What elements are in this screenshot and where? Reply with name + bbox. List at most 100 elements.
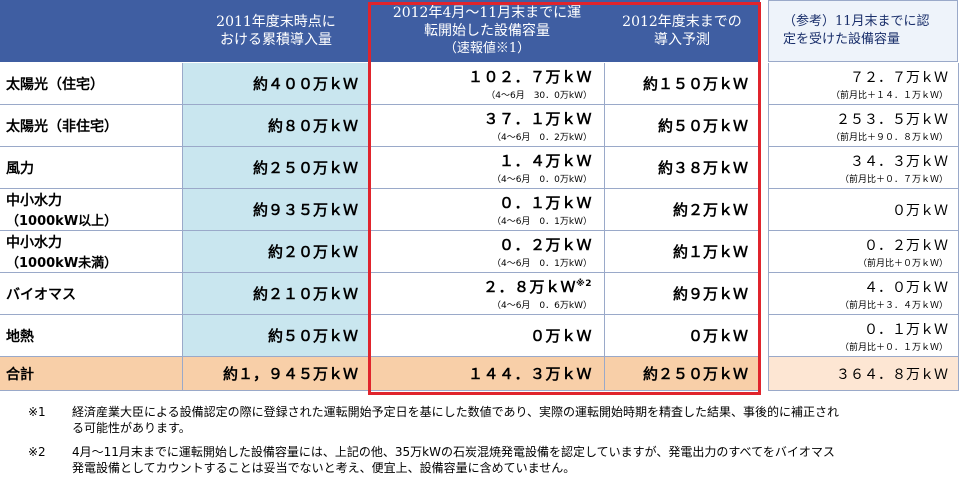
forecast-cell: 約９万ｋＷ [604, 273, 760, 315]
operating-value-text: ３７．１万ｋＷ [483, 110, 592, 128]
operating-value: ０．１万ｋＷ [499, 192, 592, 213]
operating-detail: （4～6月 30．0万kW） [486, 91, 592, 101]
operating-cell: １０２．７万ｋＷ （4～6月 30．0万kW） [370, 63, 604, 105]
certified-cell: ３４．３万ｋＷ （前月比＋０．７万ｋＷ） [768, 147, 958, 189]
column-divider [958, 63, 959, 391]
cumulative-cell: 約２１０万ｋＷ [182, 273, 370, 315]
certified-value: ３４．３万ｋＷ [850, 153, 948, 170]
row-label-text: 中小水力 [6, 193, 62, 209]
header-forecast: 2012年度末までの 導入予測 [604, 0, 760, 62]
row-label: 中小水力 （1000kW以上） [0, 189, 182, 231]
total-label-cell: 合計 [0, 357, 182, 391]
total-label: 合計 [6, 366, 34, 383]
forecast-cell: 約５０万ｋＷ [604, 105, 760, 147]
row-label: 地熱 [0, 315, 182, 357]
cumulative-value: 約９３５万ｋＷ [252, 201, 358, 219]
operating-value: ０万ｋＷ [530, 325, 592, 346]
total-operating: １４４．３万ｋＷ [467, 365, 592, 383]
forecast-cell: 約３８万ｋＷ [604, 147, 760, 189]
cumulative-value: 約２０万ｋＷ [267, 243, 358, 261]
cumulative-cell: 約９３５万ｋＷ [182, 189, 370, 231]
operating-value-text: １．４万ｋＷ [498, 152, 592, 170]
forecast-value: 約１万ｋＷ [672, 243, 748, 261]
certified-value: ２５３．５万ｋＷ [836, 111, 948, 128]
total-cumulative-cell: 約１，９４５万ｋＷ [182, 357, 370, 391]
certified-value: ０．１万ｋＷ [864, 321, 948, 338]
forecast-cell: 約２万ｋＷ [604, 189, 760, 231]
certified-cell: ０．２万ｋＷ （前月比＋０万ｋＷ） [768, 231, 958, 273]
forecast-value: 約３８万ｋＷ [657, 159, 748, 177]
cumulative-value: 約５０万ｋＷ [267, 327, 358, 345]
certified-detail: （前月比＋９０．８万ｋＷ） [830, 132, 948, 143]
operating-detail: （4～6月 0．0万kW） [491, 175, 592, 185]
row-label-text: 地熱 [6, 328, 34, 345]
forecast-value: 約２万ｋＷ [672, 201, 748, 219]
footnote-2-line1: 4月～11月末までに運転開始した設備容量には、上記の他、35万kWの石炭混焼発電… [72, 445, 835, 459]
certified-cell: ０．１万ｋＷ （前月比＋０．１万ｋＷ） [768, 315, 958, 357]
operating-value-text: １０２．７万ｋＷ [467, 68, 592, 86]
cumulative-cell: 約５０万ｋＷ [182, 315, 370, 357]
column-divider [768, 63, 769, 391]
certified-cell: ４．０万ｋＷ （前月比＋３．４万ｋＷ） [768, 273, 958, 315]
footnote-1-line1: 経済産業大臣による設備認定の際に登録された運転開始予定日を基にした数値であり、実… [72, 405, 840, 419]
row-label: 中小水力 （1000kW未満） [0, 231, 182, 273]
forecast-value: ０万ｋＷ [687, 327, 748, 345]
column-divider [604, 63, 605, 391]
header-cumulative-line1: 2011年度末時点に [216, 14, 336, 30]
total-certified: ３６４．８万ｋＷ [836, 366, 948, 383]
operating-cell: ０万ｋＷ [370, 315, 604, 357]
total-forecast-cell: 約２５０万ｋＷ [604, 357, 760, 391]
row-label-text: 風力 [6, 160, 34, 177]
certified-detail: （前月比＋０．７万ｋＷ） [839, 174, 948, 185]
certified-detail: （前月比＋０万ｋＷ） [857, 258, 948, 269]
operating-footnote-mark: ※2 [575, 279, 592, 289]
column-divider [760, 63, 761, 391]
operating-cell: ２．８万ｋＷ※2 （4～6月 0．6万kW） [370, 273, 604, 315]
header-reference: （参考）11月末までに認 定を受けた設備容量 [768, 0, 958, 62]
header-operating-line1: 2012年4月～11月末までに運 [392, 5, 582, 21]
total-operating-cell: １４４．３万ｋＷ [370, 357, 604, 391]
header-operating-line3: （速報値※1） [443, 41, 531, 56]
cumulative-cell: 約８０万ｋＷ [182, 105, 370, 147]
header-forecast-line2: 導入予測 [654, 32, 710, 48]
certified-cell: ７２．７万ｋＷ （前月比＋１４．１万ｋＷ） [768, 63, 958, 105]
operating-detail: （4～6月 0．1万kW） [491, 217, 592, 227]
cumulative-value: 約８０万ｋＷ [267, 117, 358, 135]
header-blank [0, 0, 182, 62]
forecast-cell: ０万ｋＷ [604, 315, 760, 357]
cumulative-value: 約４００万ｋＷ [252, 75, 358, 93]
header-reference-line2: 定を受けた設備容量 [783, 32, 901, 47]
operating-value: ３７．１万ｋＷ [483, 108, 592, 129]
cumulative-cell: 約４００万ｋＷ [182, 63, 370, 105]
operating-detail: （4～6月 0．2万kW） [491, 133, 592, 143]
certified-value: ４．０万ｋＷ [864, 279, 948, 296]
total-cumulative: 約１，９４５万ｋＷ [222, 365, 358, 383]
operating-value: １０２．７万ｋＷ [468, 66, 592, 87]
total-certified-cell: ３６４．８万ｋＷ [768, 357, 958, 391]
certified-detail: （前月比＋１４．１万ｋＷ） [830, 90, 948, 101]
operating-value: ２．８万ｋＷ※2 [483, 276, 592, 297]
operating-value-text: ２．８万ｋＷ [482, 278, 576, 296]
operating-cell: １．４万ｋＷ （4～6月 0．0万kW） [370, 147, 604, 189]
certified-value: ０万ｋＷ [892, 202, 948, 219]
footnote-2-mark: ※2 [28, 445, 46, 459]
column-divider [370, 63, 371, 391]
row-label-text: 太陽光（住宅） [6, 76, 104, 93]
certified-detail: （前月比＋３．４万ｋＷ） [839, 300, 948, 311]
cumulative-value: 約２１０万ｋＷ [252, 285, 358, 303]
header-operating-line2: 転開始した設備容量 [424, 23, 550, 39]
footnote-1-mark: ※1 [28, 405, 46, 419]
operating-detail: （4～6月 0．1万kW） [491, 259, 592, 269]
total-forecast: 約２５０万ｋＷ [642, 365, 748, 383]
operating-detail: （4～6月 0．6万kW） [491, 301, 592, 311]
certified-cell: ０万ｋＷ [768, 189, 958, 231]
column-divider [182, 63, 183, 391]
row-label: 太陽光（住宅） [0, 63, 182, 105]
row-label-text: 中小水力 [6, 235, 62, 251]
operating-value-text: ０．２万ｋＷ [498, 236, 592, 254]
header-cumulative: 2011年度末時点に おける累積導入量 [182, 0, 370, 62]
operating-value-text: ０万ｋＷ [529, 327, 592, 345]
operating-cell: ０．１万ｋＷ （4～6月 0．1万kW） [370, 189, 604, 231]
certified-value: ７２．７万ｋＷ [850, 69, 948, 86]
operating-value-text: ０．１万ｋＷ [498, 194, 592, 212]
